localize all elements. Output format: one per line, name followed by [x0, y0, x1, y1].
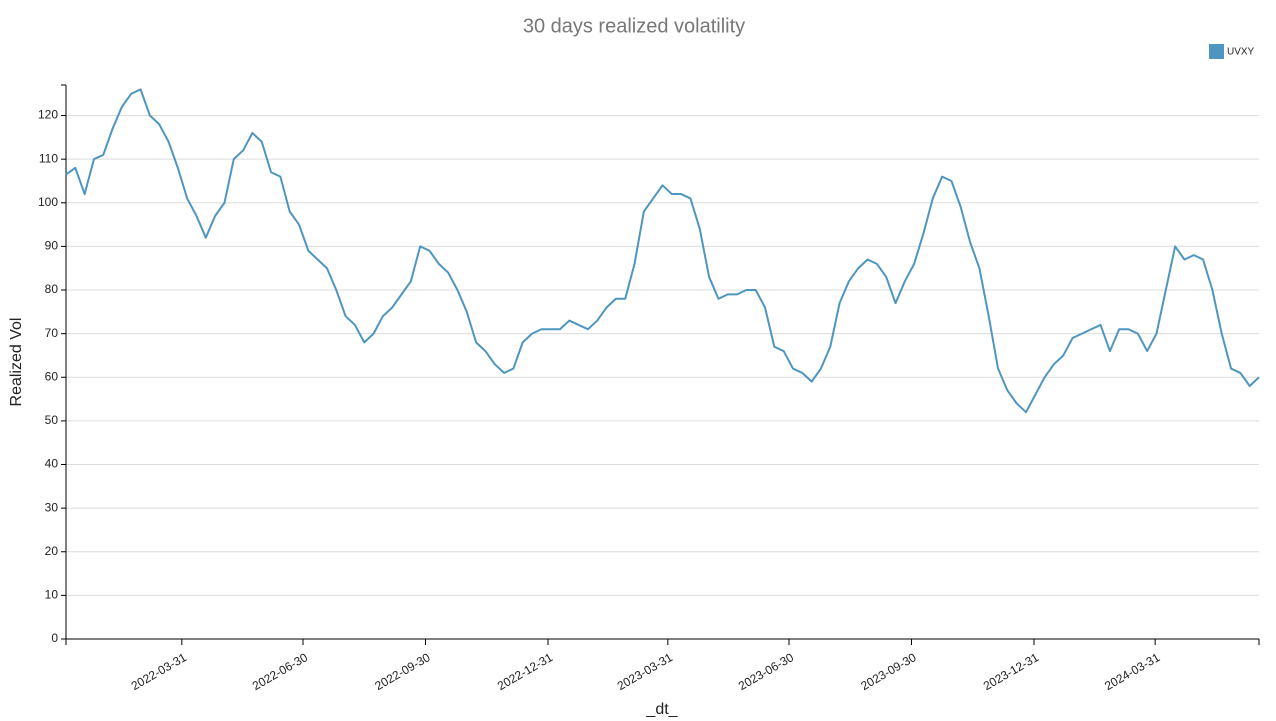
x-axis-label: _dt_	[645, 701, 678, 718]
y-tick-label: 60	[45, 369, 59, 383]
y-tick-label: 90	[45, 239, 59, 253]
x-tick-label: 2023-09-30	[858, 650, 918, 693]
x-tick-label: 2022-03-31	[129, 650, 189, 693]
y-tick-label: 0	[51, 631, 58, 645]
chart-title: 30 days realized volatility	[523, 15, 745, 37]
x-tick-label: 2022-09-30	[372, 650, 432, 693]
line-series	[65, 88, 1260, 414]
y-axis-label: Realized Vol	[8, 318, 25, 407]
y-tick-label: 50	[45, 413, 59, 427]
y-tick-label: 40	[45, 457, 59, 471]
y-tick-label: 20	[45, 544, 59, 558]
y-tick-label: 80	[45, 282, 59, 296]
x-tick-label: 2024-03-31	[1102, 650, 1162, 693]
x-tick-label: 2023-06-30	[736, 650, 796, 693]
x-tick-label: 2022-12-31	[495, 650, 555, 693]
y-tick-label: 10	[45, 588, 59, 602]
legend-swatch	[1209, 44, 1224, 59]
x-tick-label: 2023-12-31	[981, 650, 1041, 693]
x-tick-label: 2023-03-31	[615, 650, 675, 693]
x-tick-label: 2022-06-30	[250, 650, 310, 693]
y-tick-label: 30	[45, 500, 59, 514]
y-tick-label: 110	[39, 151, 58, 165]
legend-label: UVXY	[1227, 47, 1255, 58]
y-tick-label: 100	[38, 195, 58, 209]
y-tick-label: 70	[45, 326, 59, 340]
y-tick-label: 120	[38, 108, 58, 122]
